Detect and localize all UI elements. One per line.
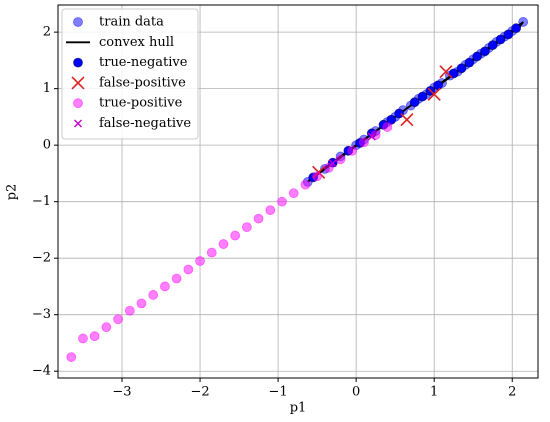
- point: [487, 40, 498, 51]
- point: [495, 34, 506, 45]
- plot-frame: [57, 4, 539, 379]
- point: [409, 97, 420, 108]
- y-tick-label: 2: [43, 25, 51, 40]
- legend-label: true-positive: [99, 96, 183, 111]
- point: [394, 108, 404, 119]
- point: [171, 273, 182, 284]
- point: [160, 281, 170, 292]
- y-tick-label: 1: [43, 81, 51, 96]
- x-axis-label: p1: [290, 401, 307, 416]
- point: [277, 196, 287, 207]
- legend-marker: [73, 98, 83, 109]
- point: [503, 29, 514, 40]
- point: [253, 213, 264, 224]
- legend-label: false-positive: [99, 75, 186, 90]
- x-tick-label: 1: [430, 385, 438, 400]
- x-tick-label: 2: [508, 385, 516, 400]
- point: [195, 256, 205, 266]
- legend-label: true-negative: [99, 55, 188, 70]
- point: [427, 87, 441, 101]
- point: [288, 188, 299, 199]
- point: [439, 65, 453, 79]
- point: [464, 57, 475, 68]
- legend-marker: [74, 119, 82, 128]
- y-tick-label: −2: [32, 251, 51, 266]
- point: [230, 230, 241, 241]
- point: [472, 51, 483, 62]
- point: [183, 264, 194, 275]
- legend-marker: [71, 76, 85, 90]
- point: [328, 159, 337, 168]
- legend-label: convex hull: [99, 35, 174, 50]
- point: [347, 145, 358, 156]
- point: [511, 23, 522, 34]
- point: [241, 222, 252, 233]
- y-tick-label: −1: [32, 194, 51, 209]
- point: [367, 132, 376, 141]
- point: [370, 130, 381, 140]
- y-tick-label: −3: [32, 307, 51, 322]
- point: [433, 80, 443, 91]
- point: [265, 205, 276, 216]
- point: [300, 179, 311, 190]
- legend-box: [61, 8, 199, 140]
- x-tick-label: −1: [269, 385, 288, 400]
- point: [359, 137, 369, 148]
- point: [218, 239, 229, 249]
- legend-label: false-negative: [99, 116, 191, 131]
- x-tick-label: −2: [190, 385, 209, 400]
- y-tick-label: 0: [43, 138, 51, 153]
- point: [148, 290, 159, 300]
- point: [400, 113, 414, 127]
- point: [89, 331, 100, 342]
- point: [417, 91, 428, 102]
- legend-marker: [73, 57, 83, 68]
- x-tick-label: −3: [112, 385, 131, 400]
- point: [312, 171, 323, 182]
- point: [448, 68, 459, 79]
- point: [456, 63, 467, 74]
- y-axis-label: p2: [5, 184, 20, 201]
- x-tick-label: 0: [352, 385, 360, 400]
- point: [124, 305, 135, 316]
- legend-label: train data: [99, 15, 164, 30]
- y-tick-label: −4: [32, 364, 51, 379]
- point: [101, 322, 112, 333]
- point: [113, 314, 123, 325]
- point: [382, 122, 393, 132]
- legend-marker: [73, 17, 83, 27]
- point: [78, 333, 88, 344]
- point: [206, 247, 217, 258]
- point: [480, 46, 490, 57]
- point: [136, 298, 147, 309]
- point: [66, 352, 77, 362]
- point: [335, 154, 346, 165]
